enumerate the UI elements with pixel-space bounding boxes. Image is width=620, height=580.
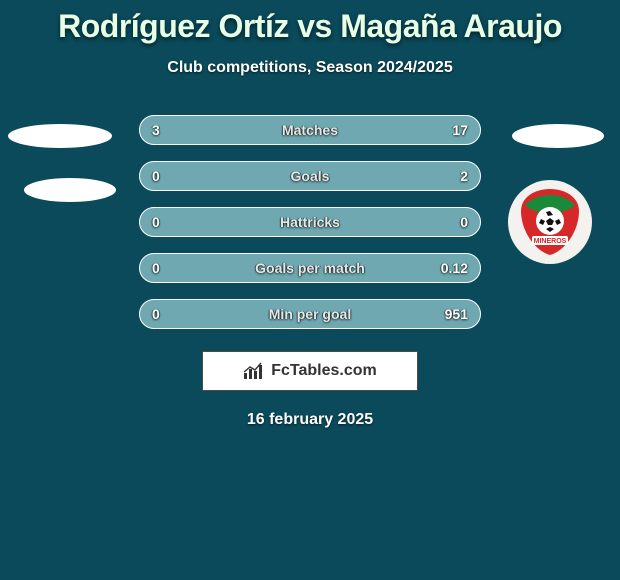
stat-row: 0 Goals per match 0.12 bbox=[139, 253, 481, 283]
badge-text: MINEROS bbox=[534, 238, 567, 245]
club-badge-mineros: MINEROS bbox=[508, 180, 592, 264]
stat-value-left: 0 bbox=[152, 306, 160, 322]
stat-value-right: 0.12 bbox=[441, 260, 468, 276]
stat-value-right: 2 bbox=[460, 168, 468, 184]
stat-label: Goals per match bbox=[255, 260, 365, 276]
player1-badge-placeholder bbox=[8, 124, 112, 148]
player2-badge-placeholder bbox=[512, 124, 604, 148]
stat-label: Goals bbox=[291, 168, 330, 184]
page-title: Rodríguez Ortíz vs Magaña Araujo bbox=[0, 0, 620, 45]
comparison-card: Rodríguez Ortíz vs Magaña Araujo Club co… bbox=[0, 0, 620, 580]
player1-badge-placeholder-2 bbox=[24, 178, 116, 202]
stat-row: 0 Hattricks 0 bbox=[139, 207, 481, 237]
subtitle: Club competitions, Season 2024/2025 bbox=[0, 59, 620, 77]
stat-row: 0 Min per goal 951 bbox=[139, 299, 481, 329]
stat-value-right: 0 bbox=[460, 214, 468, 230]
stat-value-left: 0 bbox=[152, 168, 160, 184]
stat-value-right: 17 bbox=[452, 122, 468, 138]
brand-label: FcTables.com bbox=[271, 362, 377, 380]
mineros-logo-icon: MINEROS bbox=[513, 185, 587, 259]
stat-row: 3 Matches 17 bbox=[139, 115, 481, 145]
bar-chart-icon bbox=[243, 362, 265, 380]
stat-value-left: 0 bbox=[152, 260, 160, 276]
stat-label: Min per goal bbox=[269, 306, 351, 322]
stat-value-right: 951 bbox=[445, 306, 468, 322]
stat-label: Hattricks bbox=[280, 214, 340, 230]
stat-label: Matches bbox=[282, 122, 338, 138]
date-label: 16 february 2025 bbox=[0, 411, 620, 429]
stat-row: 0 Goals 2 bbox=[139, 161, 481, 191]
stat-value-left: 3 bbox=[152, 122, 160, 138]
brand-box: FcTables.com bbox=[202, 351, 418, 391]
stat-value-left: 0 bbox=[152, 214, 160, 230]
